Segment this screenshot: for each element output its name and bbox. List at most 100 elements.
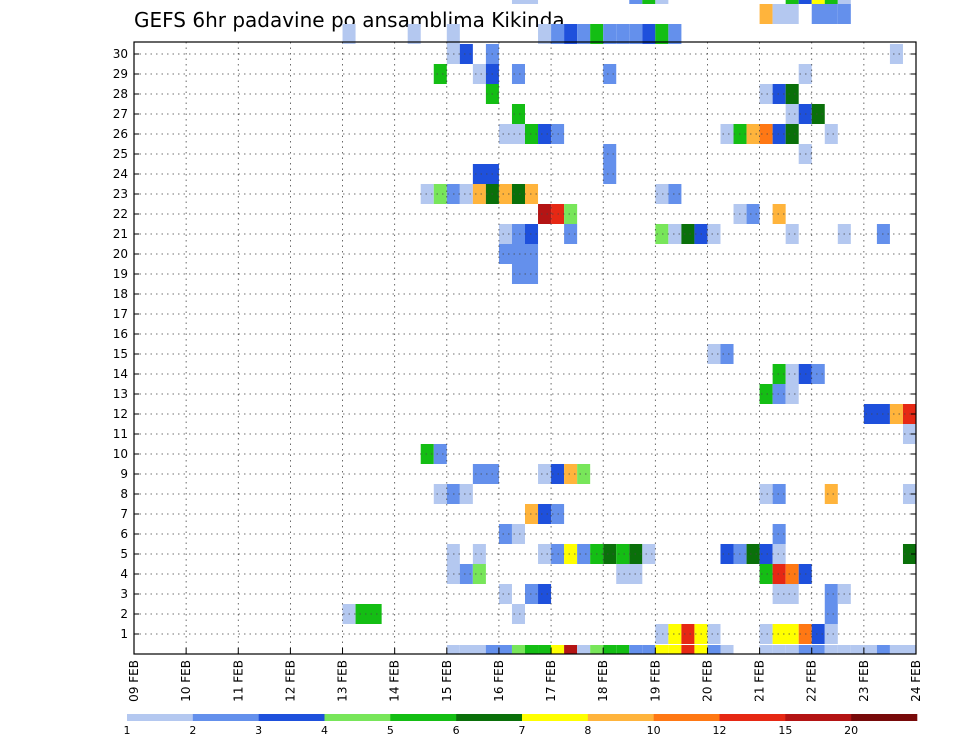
heatmap-cell	[511, 224, 525, 244]
y-tick-label: 12	[113, 407, 128, 421]
x-tick-label: 13 FEB	[336, 660, 350, 702]
heatmap-cell	[655, 645, 669, 654]
y-tick-label: 16	[113, 327, 128, 341]
heatmap-cell	[603, 544, 617, 564]
heatmap-cell	[459, 44, 473, 64]
heatmap-cell	[668, 184, 682, 204]
heatmap-cell	[746, 544, 760, 564]
y-tick-label: 5	[120, 547, 128, 561]
colorbar-label: 2	[189, 724, 196, 737]
x-tick-label: 21 FEB	[753, 660, 767, 702]
x-tick-label: 14 FEB	[388, 660, 402, 702]
heatmap-cell	[785, 224, 799, 244]
heatmap-cell	[603, 64, 617, 84]
heatmap-cell	[642, 0, 656, 4]
plot-frame	[133, 41, 917, 655]
heatmap-cell	[525, 584, 539, 604]
heatmap-cell	[681, 645, 695, 654]
y-tick-label: 25	[113, 147, 128, 161]
heatmap-cell	[759, 624, 773, 644]
colorbar-label: 5	[387, 724, 394, 737]
heatmap-cell	[459, 484, 473, 504]
heatmap-cell	[759, 124, 773, 144]
y-tick-label: 1	[120, 627, 128, 641]
y-tick-label: 26	[113, 127, 128, 141]
heatmap-cell	[850, 645, 864, 654]
heatmap-cell	[759, 544, 773, 564]
heatmap-cell	[511, 184, 525, 204]
x-tick-label: 17 FEB	[544, 660, 558, 702]
y-tick-label: 22	[113, 207, 128, 221]
heatmap-cell	[681, 624, 695, 644]
heatmap-cell	[889, 645, 916, 654]
heatmap-cell	[472, 564, 486, 584]
heatmap-cell	[837, 0, 851, 4]
heatmap-cell	[785, 645, 799, 654]
colorbar-swatch	[522, 714, 589, 721]
colorbar-label: 6	[453, 724, 460, 737]
y-tick-label: 29	[113, 67, 128, 81]
y-tick-label: 30	[113, 47, 128, 61]
y-tick-label: 17	[113, 307, 128, 321]
heatmap-cell	[498, 584, 512, 604]
y-tick-label: 8	[120, 487, 128, 501]
heatmap-cell	[902, 404, 916, 424]
heatmap-cell	[551, 24, 565, 44]
heatmap-cell	[785, 364, 799, 384]
heatmap-cell	[538, 645, 552, 654]
heatmap-cell	[668, 624, 682, 644]
colorbar: 1 2 3 4 5 6 7 8 10 12 15 20	[124, 714, 918, 737]
colorbar-label: 10	[647, 724, 661, 737]
heatmap-cell	[472, 544, 486, 564]
colorbar-label: 4	[321, 724, 328, 737]
heatmap-cell	[759, 384, 773, 404]
heatmap-cell	[564, 464, 578, 484]
heatmap-cell	[746, 124, 760, 144]
heatmap-cell	[707, 224, 721, 244]
colorbar-swatch	[127, 714, 194, 721]
heatmap-cell	[538, 24, 552, 44]
heatmap-cell	[472, 64, 486, 84]
heatmap-cell	[590, 24, 604, 44]
heatmap-cell	[759, 645, 773, 654]
heatmap-cell	[668, 645, 682, 654]
heatmap-cell	[655, 24, 669, 44]
y-tick-label: 10	[113, 447, 128, 461]
x-tick-label: 09 FEB	[127, 660, 141, 702]
heatmap-cell	[511, 104, 525, 124]
heatmap-cell	[811, 104, 825, 124]
colorbar-label: 7	[519, 724, 526, 737]
heatmap-cell	[798, 645, 812, 654]
x-tick-label: 24 FEB	[909, 660, 923, 702]
heatmap-cell	[616, 544, 630, 564]
heatmap-cell	[720, 645, 734, 654]
heatmap-cell	[564, 544, 578, 564]
heatmap-cell	[824, 484, 838, 504]
colorbar-swatch	[324, 714, 391, 721]
heatmap-cell	[759, 484, 773, 504]
heatmap-cell	[772, 4, 799, 24]
heatmap-cell	[772, 204, 786, 224]
y-tick-label: 7	[120, 507, 128, 521]
heatmap-cell	[538, 544, 552, 564]
heatmap-cell	[785, 84, 799, 104]
heatmap-cell	[811, 645, 825, 654]
heatmap-cell	[837, 645, 851, 654]
heatmap-cell	[459, 564, 473, 584]
heatmap-cell	[824, 124, 838, 144]
x-tick-label: 20 FEB	[700, 660, 714, 702]
heatmap-cell	[511, 604, 525, 624]
x-tick-label: 23 FEB	[857, 660, 871, 702]
y-tick-label: 6	[120, 527, 128, 541]
heatmap-cell	[642, 544, 656, 564]
colorbar-label: 12	[713, 724, 727, 737]
heatmap-cell	[433, 184, 447, 204]
heatmap-cell	[498, 524, 512, 544]
heatmap-cell	[511, 0, 539, 4]
x-tick-label: 22 FEB	[805, 660, 819, 702]
x-tick-label: 19 FEB	[648, 660, 662, 702]
heatmap-cell	[577, 544, 591, 564]
heatmap-cell	[902, 544, 916, 564]
heatmap-cell	[564, 645, 578, 654]
